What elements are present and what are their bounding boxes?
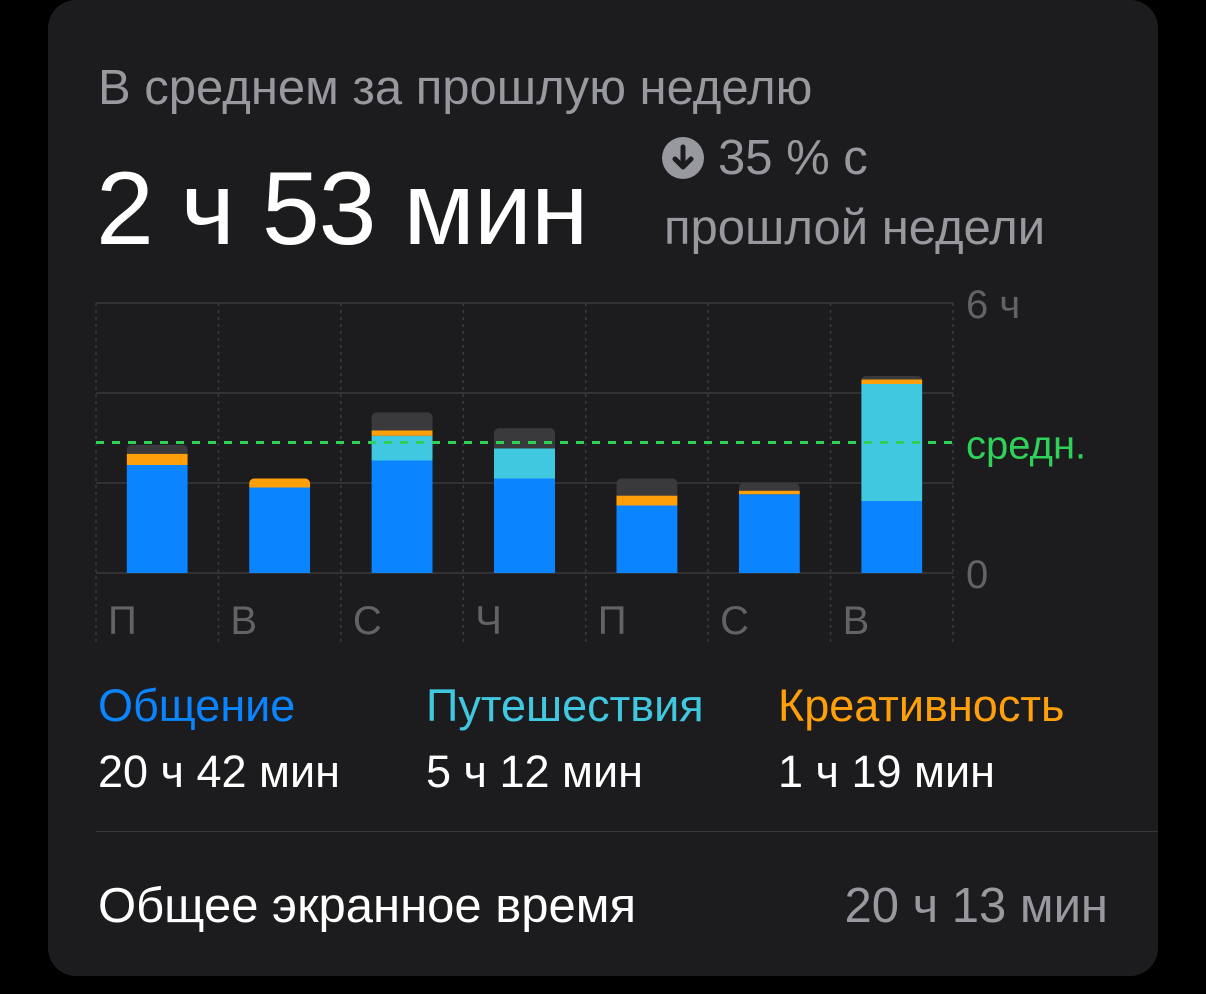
total-screen-time-label[interactable]: Общее экранное время <box>98 878 636 934</box>
day-label: П <box>598 599 627 643</box>
bar-segment <box>739 494 800 573</box>
bar-segment <box>861 501 922 573</box>
bar-segment <box>739 483 800 491</box>
bar-segment <box>739 491 800 495</box>
total-screen-time-value: 20 ч 13 мин <box>845 878 1109 934</box>
divider <box>96 831 1158 832</box>
bar-segment <box>616 506 677 574</box>
day-label: В <box>230 599 257 643</box>
bar-segment <box>494 428 555 448</box>
category-time-travel: 5 ч 12 мин <box>426 746 643 798</box>
bar-segment <box>861 376 922 380</box>
category-name-creativity[interactable]: Креативность <box>778 680 1064 732</box>
bar-segment <box>616 496 677 506</box>
bar-segment <box>372 412 433 430</box>
day-label: Ч <box>475 599 502 643</box>
bar-segment <box>494 479 555 574</box>
bar-segment <box>616 479 677 496</box>
bar-segment <box>127 465 188 573</box>
bar-segment <box>127 445 188 454</box>
category-time-creativity: 1 ч 19 мин <box>778 746 995 798</box>
bar-segment <box>861 380 922 385</box>
category-name-social[interactable]: Общение <box>98 680 295 732</box>
category-time-social: 20 ч 42 мин <box>98 746 340 798</box>
day-label: В <box>843 599 870 643</box>
bar-segment <box>372 461 433 574</box>
average-label: средн. <box>966 424 1086 468</box>
bar-segment <box>494 448 555 478</box>
category-name-travel[interactable]: Путешествия <box>426 680 704 732</box>
day-label: С <box>353 599 382 643</box>
bar-segment <box>127 454 188 465</box>
bar-segment <box>249 488 310 574</box>
y-min-label: 0 <box>966 553 988 597</box>
bar-segment <box>372 430 433 435</box>
bar-segment <box>372 436 433 461</box>
day-label: С <box>720 599 749 643</box>
day-label: П <box>108 599 137 643</box>
bar-segment <box>249 479 310 488</box>
y-max-label: 6 ч <box>966 283 1020 327</box>
